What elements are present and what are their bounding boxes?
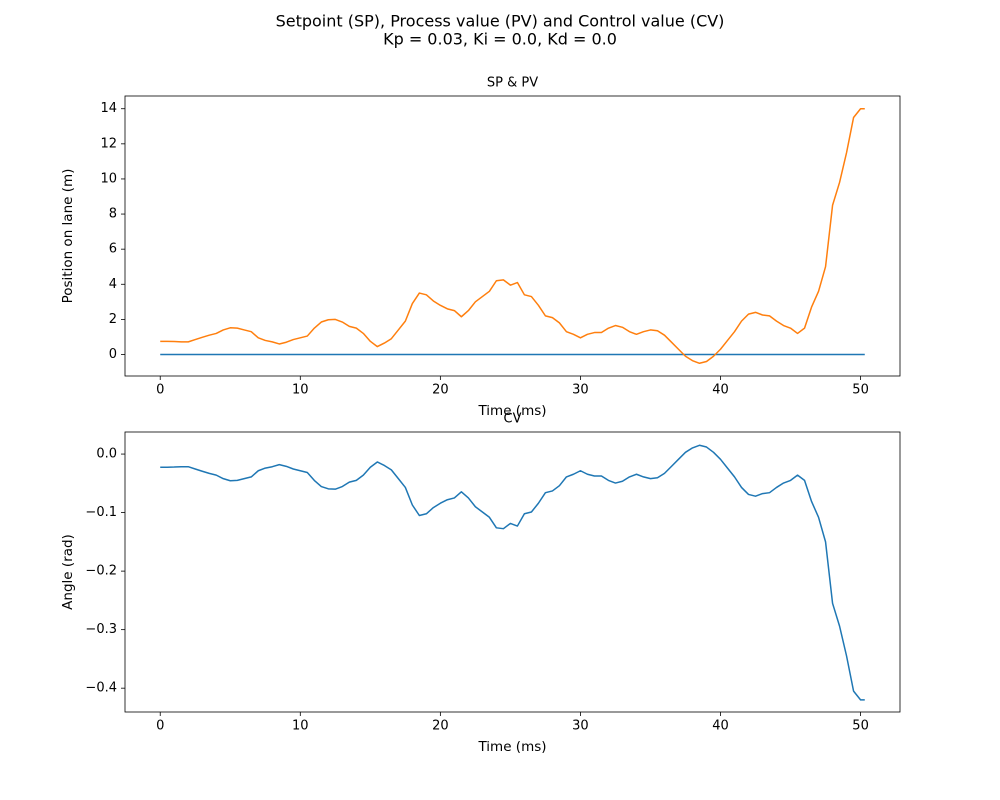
y-tick-label: 8 — [109, 207, 117, 222]
y-tick-label: 12 — [100, 136, 117, 151]
y-tick-label: 10 — [100, 171, 117, 186]
x-tick-label: 0 — [156, 383, 164, 398]
y-tick-label: 6 — [109, 242, 117, 257]
x-tick-label: 10 — [292, 719, 309, 734]
x-tick-label: 50 — [852, 383, 869, 398]
axes-title: SP & PV — [487, 76, 538, 91]
x-tick-label: 40 — [712, 719, 729, 734]
x-tick-label: 0 — [156, 719, 164, 734]
x-tick-label: 50 — [852, 719, 869, 734]
y-axis-label: Position on lane (m) — [60, 169, 76, 304]
x-tick-label: 40 — [712, 383, 729, 398]
y-tick-label: 0 — [109, 347, 117, 362]
y-tick-label: −0.1 — [85, 505, 117, 520]
x-tick-label: 20 — [432, 383, 449, 398]
x-tick-label: 10 — [292, 383, 309, 398]
y-tick-label: 2 — [109, 312, 117, 327]
x-tick-label: 30 — [572, 383, 589, 398]
y-axis-label: Angle (rad) — [60, 534, 76, 610]
x-axis-label: Time (ms) — [477, 739, 546, 755]
y-tick-label: −0.2 — [85, 564, 117, 579]
series-line — [160, 444, 865, 701]
y-tick-label: 4 — [109, 277, 117, 292]
y-tick-label: −0.4 — [85, 681, 117, 696]
axes-title: CV — [504, 412, 522, 427]
x-tick-label: 30 — [572, 719, 589, 734]
x-tick-label: 20 — [432, 719, 449, 734]
y-tick-label: 0.0 — [96, 447, 117, 462]
plot-frame — [124, 431, 901, 713]
y-tick-label: 14 — [100, 101, 117, 116]
figure-subtitle: Kp = 0.03, Ki = 0.0, Kd = 0.0 — [383, 30, 617, 49]
x-axis-label: Time (ms) — [477, 403, 546, 419]
y-tick-label: −0.3 — [85, 622, 117, 637]
plot-frame — [124, 95, 901, 377]
figure-title: Setpoint (SP), Process value (PV) and Co… — [276, 12, 725, 31]
series-line — [160, 107, 865, 365]
